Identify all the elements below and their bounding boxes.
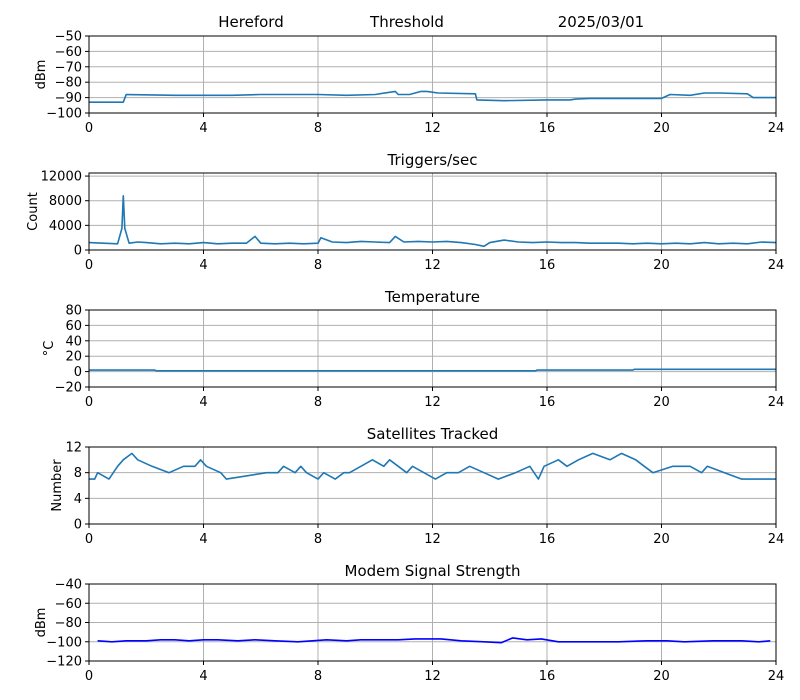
y-tick-label: 60 [65, 319, 82, 334]
x-tick-label: 12 [424, 395, 441, 410]
y-axis-label: Count [26, 192, 41, 231]
y-tick-label: −100 [46, 107, 82, 122]
chart-panel-2: 0 4 8 12 16 20 24 0 4000 8000 12000 Triggers/sec Cou… [26, 151, 784, 273]
y-tick-label: −60 [55, 45, 82, 60]
series-line-1 [97, 637, 771, 644]
x-tick-label: 0 [85, 121, 93, 136]
header-station: Hereford [218, 13, 283, 31]
y-tick-label: 80 [65, 304, 82, 319]
y-tick-label: −120 [46, 655, 82, 670]
x-tick-label: 20 [653, 121, 670, 136]
series-line-1 [89, 368, 776, 372]
chart-panel-5: 0 4 8 12 16 20 24 −120 −100 −80 −60 −40 Modem Signal… [34, 562, 784, 684]
x-tick-label: 0 [85, 395, 93, 410]
x-tick-label: 16 [539, 121, 556, 136]
y-tick-label: −90 [55, 91, 82, 106]
x-tick-label: 16 [539, 669, 556, 684]
panel-title: Triggers/sec [387, 151, 478, 169]
x-tick-label: 20 [653, 395, 670, 410]
x-tick-label: 12 [424, 258, 441, 273]
chart-panel-1: 0 4 8 12 16 20 24 −100−90−80−70−60−50 dBm [34, 30, 784, 137]
y-axis-label: dBm [34, 608, 49, 638]
y-tick-label: 20 [65, 350, 82, 365]
x-tick-label: 8 [314, 121, 322, 136]
x-tick-label: 24 [768, 669, 785, 684]
x-tick-label: 24 [768, 258, 785, 273]
y-tick-label: 8000 [49, 194, 82, 209]
x-tick-label: 4 [199, 669, 207, 684]
x-tick-label: 8 [314, 258, 322, 273]
x-tick-label: 8 [314, 669, 322, 684]
y-tick-label: 0 [74, 365, 82, 380]
y-tick-label: −60 [55, 597, 82, 612]
y-tick-label: −80 [55, 616, 82, 631]
x-tick-label: 8 [314, 395, 322, 410]
x-tick-label: 16 [539, 258, 556, 273]
series-line-1 [89, 90, 776, 103]
x-tick-label: 24 [768, 532, 785, 547]
panel-title: Satellites Tracked [367, 425, 498, 443]
chart-panel-4: 0 4 8 12 16 20 24 0 4 8 12 Satellites Tracked Number [50, 425, 784, 547]
x-tick-label: 12 [424, 121, 441, 136]
x-tick-label: 4 [199, 395, 207, 410]
y-tick-label: −80 [55, 76, 82, 91]
x-tick-label: 4 [199, 258, 207, 273]
x-tick-label: 20 [653, 258, 670, 273]
x-tick-label: 0 [85, 532, 93, 547]
y-tick-label: 4000 [49, 219, 82, 234]
x-tick-label: 4 [199, 532, 207, 547]
y-tick-label: −20 [55, 381, 82, 396]
x-tick-label: 20 [653, 532, 670, 547]
y-tick-label: −50 [55, 30, 82, 45]
y-tick-label: 0 [74, 244, 82, 259]
figure-header: Hereford Threshold 2025/03/01 [218, 13, 644, 31]
y-axis-label: dBm [34, 60, 49, 90]
y-axis-label: Number [50, 459, 65, 512]
x-tick-label: 20 [653, 669, 670, 684]
panel-title: Modem Signal Strength [345, 562, 521, 580]
y-tick-label: −40 [55, 578, 82, 593]
y-tick-label: 8 [74, 466, 82, 481]
y-tick-label: 12000 [41, 170, 82, 185]
y-tick-label: −70 [55, 60, 82, 75]
x-tick-label: 12 [424, 669, 441, 684]
y-tick-label: 12 [65, 441, 82, 456]
x-tick-label: 24 [768, 121, 785, 136]
x-tick-label: 16 [539, 395, 556, 410]
x-tick-label: 0 [85, 258, 93, 273]
x-tick-label: 12 [424, 532, 441, 547]
y-axis-label: °C [42, 341, 57, 357]
x-tick-label: 24 [768, 395, 785, 410]
header-metric: Threshold [369, 13, 444, 31]
y-tick-label: 4 [74, 492, 82, 507]
y-tick-label: 0 [74, 518, 82, 533]
y-tick-label: 40 [65, 334, 82, 349]
x-tick-label: 16 [539, 532, 556, 547]
panel-title: Temperature [384, 288, 480, 306]
x-tick-label: 4 [199, 121, 207, 136]
y-tick-label: −100 [46, 635, 82, 650]
series-line-1 [89, 452, 776, 480]
series-line-1 [89, 195, 776, 248]
x-tick-label: 0 [85, 669, 93, 684]
x-tick-label: 8 [314, 532, 322, 547]
header-date: 2025/03/01 [558, 13, 644, 31]
